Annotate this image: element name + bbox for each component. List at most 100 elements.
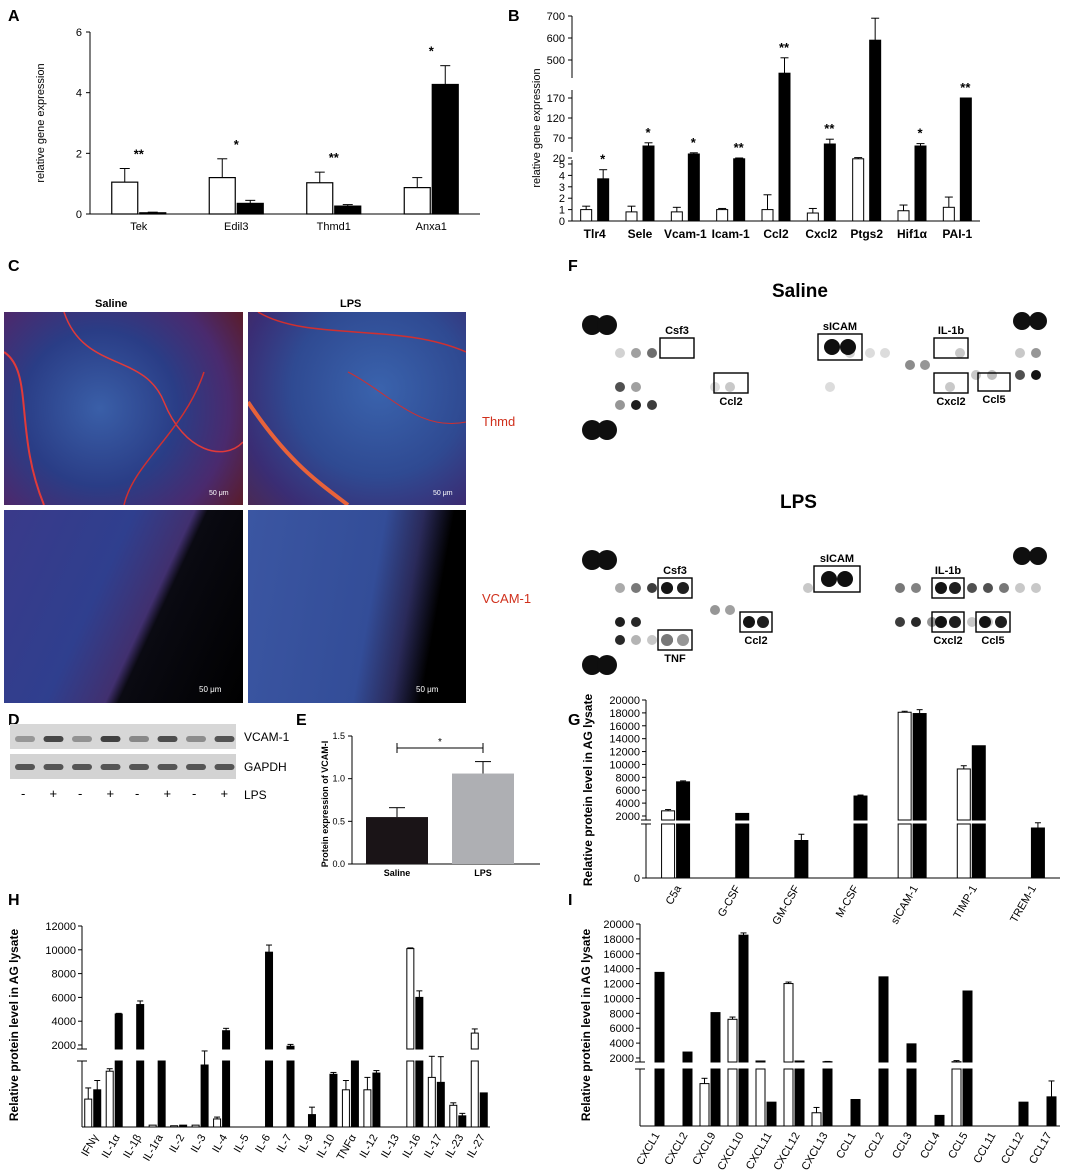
lane-label: - bbox=[78, 786, 83, 801]
array-spot bbox=[935, 616, 947, 628]
bar bbox=[959, 97, 972, 222]
bar bbox=[236, 202, 264, 215]
x-tick-label: Ptgs2 bbox=[850, 227, 883, 241]
y-tick-label: 0 bbox=[634, 873, 640, 885]
bar bbox=[307, 1114, 316, 1128]
bar bbox=[869, 39, 882, 222]
bar bbox=[334, 205, 362, 215]
bar bbox=[286, 1045, 295, 1050]
bar bbox=[452, 773, 514, 864]
array-spot bbox=[1031, 583, 1041, 593]
bar bbox=[341, 1089, 350, 1128]
x-tick-label: CXCL12 bbox=[771, 1131, 802, 1171]
significance-marker: * bbox=[429, 44, 435, 59]
array-spot bbox=[825, 382, 835, 392]
array-spot bbox=[710, 382, 720, 392]
gapdh-band bbox=[43, 764, 64, 770]
significance-marker: ** bbox=[824, 121, 835, 136]
gapdh-band bbox=[129, 764, 149, 770]
array-spot bbox=[949, 582, 961, 594]
x-tick-label: IL-1α bbox=[100, 1132, 123, 1160]
x-tick-label: CCL2 bbox=[862, 1131, 886, 1161]
x-tick-label: IL-13 bbox=[379, 1133, 402, 1161]
array-box-csf3 bbox=[657, 577, 693, 599]
array-box-ccl2 bbox=[739, 611, 773, 633]
bar bbox=[794, 1060, 805, 1063]
bar bbox=[727, 1068, 738, 1127]
lane-label: + bbox=[163, 786, 172, 801]
array-spot bbox=[615, 583, 625, 593]
array-spot bbox=[582, 315, 602, 335]
vcam1-band bbox=[186, 736, 206, 742]
vcam1-band bbox=[214, 736, 235, 742]
y-tick-label: 8000 bbox=[610, 1008, 634, 1020]
bar bbox=[1018, 1101, 1029, 1127]
array-title-saline: Saline bbox=[772, 281, 828, 302]
bar bbox=[853, 795, 868, 821]
bar bbox=[139, 212, 167, 215]
bar bbox=[738, 1068, 749, 1127]
western-blot-bands bbox=[15, 736, 235, 770]
bar bbox=[458, 1115, 467, 1128]
array-spot bbox=[999, 583, 1009, 593]
array-spot bbox=[967, 617, 977, 627]
gapdh-band bbox=[157, 764, 178, 770]
bar bbox=[427, 1076, 436, 1128]
x-tick-label: IL-5 bbox=[232, 1133, 252, 1155]
array-spot bbox=[1013, 547, 1031, 565]
array-spot bbox=[911, 583, 921, 593]
array-spot bbox=[905, 360, 915, 370]
bar bbox=[436, 1081, 445, 1128]
bar bbox=[682, 1068, 693, 1127]
bar bbox=[822, 1068, 833, 1127]
bar bbox=[850, 1099, 861, 1127]
bar bbox=[778, 72, 791, 222]
array-spot bbox=[987, 370, 997, 380]
x-tick-label: IL-7 bbox=[275, 1133, 295, 1155]
x-tick-label: IL-2 bbox=[167, 1133, 187, 1155]
array-box-label: Cxcl2 bbox=[933, 635, 962, 647]
x-tick-label: CCL12 bbox=[999, 1131, 1027, 1167]
bar bbox=[265, 1060, 274, 1128]
panel-label-h: H bbox=[8, 892, 20, 909]
array-box-cxcl2 bbox=[931, 611, 965, 633]
array-spot bbox=[631, 635, 641, 645]
array-spot bbox=[597, 315, 617, 335]
bar bbox=[735, 812, 750, 821]
bar bbox=[755, 1060, 766, 1063]
bar bbox=[136, 1060, 145, 1128]
x-tick-label: Icam-1 bbox=[712, 227, 750, 241]
array-spot bbox=[631, 348, 641, 358]
panel-label-b: B bbox=[508, 8, 520, 25]
micrograph-saline-thmd-vessels bbox=[4, 312, 243, 505]
bar bbox=[897, 823, 912, 879]
array-spot bbox=[880, 348, 890, 358]
array-box-label: Csf3 bbox=[663, 565, 687, 577]
array-box-sicam bbox=[817, 333, 863, 361]
bar bbox=[897, 711, 912, 821]
array-spot bbox=[955, 348, 965, 358]
y-tick-label: 0.5 bbox=[332, 816, 345, 826]
array-spot bbox=[597, 420, 617, 440]
x-tick-label: IFNγ bbox=[79, 1132, 101, 1159]
y-tick-label: 2000 bbox=[52, 1040, 76, 1052]
lane-label: - bbox=[21, 786, 26, 801]
bar bbox=[597, 178, 610, 222]
y-tick-label: 1 bbox=[559, 205, 565, 217]
bar bbox=[1030, 827, 1045, 879]
array-spot bbox=[597, 550, 617, 570]
array-spot bbox=[647, 348, 657, 358]
x-tick-label: CCL4 bbox=[918, 1131, 942, 1161]
bar bbox=[406, 948, 415, 1050]
y-tick-label: 12000 bbox=[609, 747, 640, 759]
y-tick-label: 1.0 bbox=[332, 774, 345, 784]
array-spot bbox=[1013, 312, 1031, 330]
y-tick-label: 0 bbox=[559, 216, 565, 228]
significance-marker: * bbox=[691, 135, 697, 150]
y-tick-label: 10000 bbox=[609, 759, 640, 771]
bar bbox=[642, 145, 655, 222]
array-spot bbox=[615, 400, 625, 410]
array-spot bbox=[1015, 348, 1025, 358]
x-tick-label: Edil3 bbox=[224, 221, 248, 233]
array-spot bbox=[895, 617, 905, 627]
